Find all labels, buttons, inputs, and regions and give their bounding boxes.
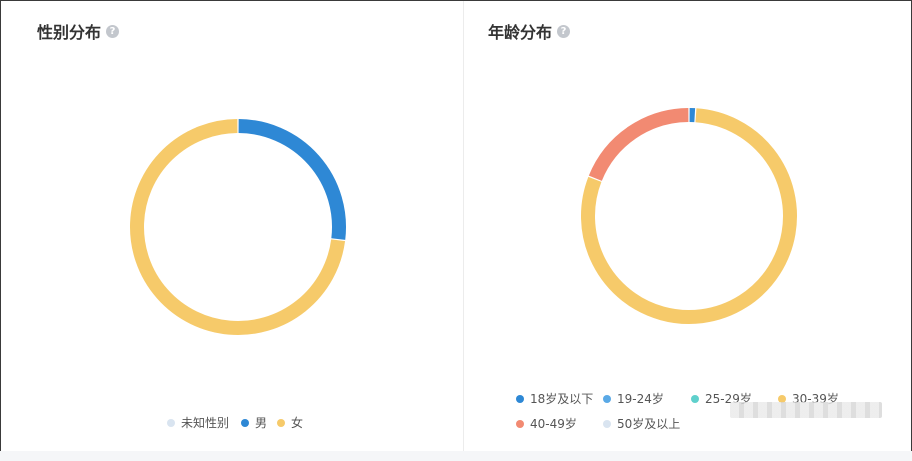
age-slice-4[interactable] (588, 108, 689, 182)
age-legend-item[interactable]: 18岁及以下 (516, 390, 593, 407)
gender-title-text: 性别分布 (37, 23, 102, 42)
gender-legend-label: 女 (291, 416, 304, 430)
legend-dot-icon (603, 394, 611, 403)
age-title-text: 年龄分布 (488, 23, 553, 42)
legend-dot-icon (516, 419, 524, 428)
legend-dot-icon (167, 418, 175, 427)
gender-legend-label: 未知性别 (181, 416, 230, 430)
gender-slice-1[interactable] (238, 119, 346, 240)
age-legend-item[interactable]: 50岁及以上 (603, 415, 680, 432)
gender-slice-2[interactable] (130, 119, 346, 335)
legend-dot-icon (277, 418, 285, 427)
age-legend-item[interactable]: 19-24岁 (603, 390, 664, 407)
gender-legend-item[interactable]: 男 (241, 414, 267, 431)
legend-dot-icon (691, 394, 699, 403)
help-icon[interactable]: ? (557, 24, 571, 38)
gender-title: 性别分布 ? (37, 19, 120, 43)
watermark-blur (730, 402, 882, 418)
age-panel: 年龄分布 ? 18岁及以下 19-24岁 25-29岁 30-39岁 40-49岁 50岁… (464, 1, 911, 451)
age-legend-label: 40-49岁 (530, 417, 577, 431)
gender-legend-item[interactable]: 女 (277, 414, 303, 431)
legend-dot-icon (603, 419, 611, 428)
dashboard-frame: 性别分布 ? 未知性别男女 年龄分布 ? 18岁及以下 19-24岁 25-29岁 3… (0, 0, 912, 451)
gender-panel: 性别分布 ? 未知性别 男 女 (15, 1, 464, 451)
age-legend-item[interactable]: 40-49岁 (516, 415, 577, 432)
gender-legend-item[interactable]: 未知性别 (167, 414, 229, 431)
age-donut-chart (581, 108, 797, 324)
legend-dot-icon (241, 418, 249, 427)
age-slice-3[interactable] (581, 108, 797, 324)
gender-legend-label: 男 (255, 416, 268, 430)
age-title: 年龄分布 ? (488, 19, 571, 43)
age-legend-label: 18岁及以下 (530, 392, 594, 406)
age-legend-label: 50岁及以上 (617, 417, 681, 431)
legend-dot-icon (516, 394, 524, 403)
age-legend-label: 19-24岁 (617, 392, 664, 406)
help-icon[interactable]: ? (106, 24, 120, 38)
legend-dot-icon (778, 394, 786, 403)
gender-donut-chart (130, 119, 346, 335)
